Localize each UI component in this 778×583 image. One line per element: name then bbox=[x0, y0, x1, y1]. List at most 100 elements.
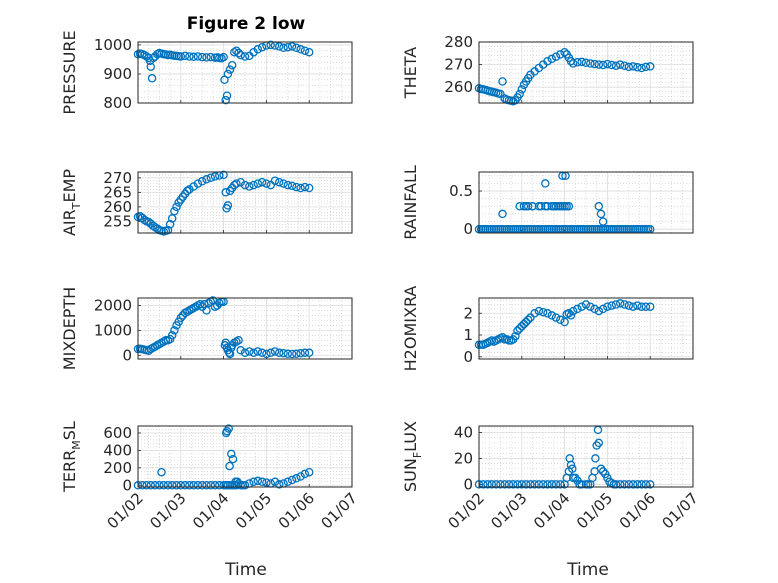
data-point bbox=[253, 347, 263, 356]
data-point bbox=[556, 50, 565, 59]
y-axis-label: PRESSURE bbox=[60, 30, 79, 114]
data-point bbox=[581, 58, 591, 68]
data-point bbox=[296, 45, 305, 54]
data-point bbox=[233, 477, 242, 487]
data-point bbox=[270, 477, 280, 487]
data-point bbox=[170, 326, 179, 335]
axes-box bbox=[478, 297, 694, 360]
data-point bbox=[193, 481, 203, 490]
y-tick-label: 260 bbox=[103, 198, 132, 216]
x-tick-label: 01/03 bbox=[487, 489, 530, 532]
data-point bbox=[637, 302, 646, 311]
y-tick-label: 1000 bbox=[94, 36, 132, 54]
data-point bbox=[633, 480, 642, 489]
data-point bbox=[262, 349, 271, 359]
data-point bbox=[210, 172, 220, 181]
data-point bbox=[176, 481, 186, 490]
data-point bbox=[624, 301, 634, 310]
data-point bbox=[526, 480, 535, 489]
y-tick-label: 0 bbox=[463, 348, 473, 366]
series-points bbox=[474, 425, 655, 489]
data-point bbox=[498, 332, 507, 342]
data-point bbox=[594, 60, 604, 69]
data-point bbox=[615, 60, 625, 69]
data-point bbox=[645, 302, 655, 311]
data-point bbox=[279, 179, 288, 188]
data-point bbox=[189, 182, 198, 191]
data-point bbox=[197, 52, 207, 62]
data-point bbox=[240, 180, 250, 190]
data-point bbox=[202, 481, 211, 490]
y-axis-label: H2OMIXRA bbox=[401, 286, 420, 372]
data-point bbox=[253, 45, 263, 54]
data-point bbox=[530, 480, 539, 489]
y-tick-label: 400 bbox=[103, 441, 132, 459]
data-point bbox=[594, 306, 604, 316]
data-point bbox=[633, 63, 642, 72]
data-point bbox=[221, 95, 230, 105]
data-point bbox=[189, 52, 198, 62]
data-point bbox=[163, 225, 173, 235]
data-point bbox=[206, 173, 216, 183]
data-point bbox=[283, 477, 293, 487]
data-point bbox=[504, 480, 514, 489]
x-tick-label: 01/05 bbox=[573, 489, 616, 532]
data-point bbox=[523, 202, 533, 211]
x-tick-label: 01/04 bbox=[530, 489, 573, 532]
panel-h2omixra: 0 1 2 H2OMIXRA bbox=[401, 286, 694, 372]
data-point bbox=[253, 476, 263, 486]
data-point bbox=[483, 480, 492, 489]
data-point bbox=[615, 299, 625, 308]
data-point bbox=[142, 481, 151, 490]
panel-theta: 260 270 280 THETA bbox=[401, 33, 694, 106]
data-point bbox=[287, 181, 297, 191]
data-point bbox=[140, 50, 149, 60]
data-point bbox=[547, 311, 557, 320]
data-point bbox=[185, 52, 194, 61]
y-tick-label: 270 bbox=[444, 56, 473, 74]
data-point bbox=[513, 480, 522, 489]
data-point bbox=[167, 481, 177, 490]
data-point bbox=[547, 480, 557, 489]
minor-grid bbox=[478, 41, 694, 103]
data-point bbox=[551, 480, 561, 489]
data-point bbox=[296, 183, 305, 193]
panel-rainfall: 0 0.5 RAINFALL bbox=[401, 165, 694, 240]
data-point bbox=[206, 52, 216, 62]
series-points bbox=[133, 296, 314, 359]
data-point bbox=[611, 480, 621, 489]
data-point bbox=[215, 481, 224, 490]
minor-grid bbox=[478, 172, 694, 233]
data-point bbox=[620, 480, 629, 489]
data-point bbox=[292, 43, 301, 53]
data-point bbox=[150, 222, 160, 232]
data-point bbox=[225, 65, 235, 74]
data-point bbox=[227, 60, 237, 70]
y-axis-label: MIXDEPTH bbox=[60, 287, 79, 370]
data-point bbox=[498, 209, 507, 219]
data-point bbox=[146, 481, 156, 490]
data-point bbox=[543, 202, 552, 211]
data-point bbox=[266, 348, 275, 358]
data-point bbox=[517, 480, 527, 489]
data-point bbox=[274, 348, 284, 358]
data-point bbox=[245, 479, 254, 488]
y-tick-label: 0 bbox=[122, 346, 132, 364]
data-point bbox=[163, 481, 173, 490]
data-point bbox=[571, 473, 580, 483]
series-points bbox=[133, 170, 314, 236]
data-point bbox=[155, 339, 164, 349]
data-point bbox=[236, 50, 245, 60]
data-point bbox=[511, 331, 520, 341]
data-point bbox=[487, 480, 497, 489]
data-point bbox=[287, 42, 297, 51]
figure-title: Figure 2 low bbox=[187, 14, 306, 34]
series-points bbox=[474, 47, 655, 106]
data-point bbox=[240, 348, 250, 358]
data-point bbox=[496, 89, 505, 99]
data-point bbox=[266, 180, 275, 190]
data-point bbox=[536, 202, 546, 211]
data-point bbox=[283, 42, 293, 52]
data-point bbox=[645, 480, 655, 489]
data-point bbox=[167, 331, 177, 340]
